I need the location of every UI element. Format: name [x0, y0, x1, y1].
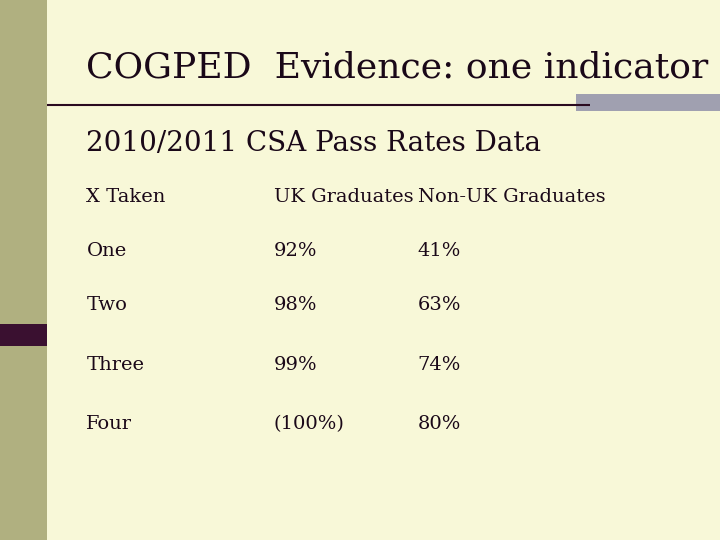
Bar — [0, 0, 47, 540]
Text: 99%: 99% — [274, 355, 318, 374]
Text: 98%: 98% — [274, 296, 317, 314]
Text: Non-UK Graduates: Non-UK Graduates — [418, 188, 606, 206]
Text: COGPED  Evidence: one indicator: COGPED Evidence: one indicator — [86, 51, 708, 84]
Bar — [576, 94, 720, 111]
Text: 80%: 80% — [418, 415, 461, 433]
Text: (100%): (100%) — [274, 415, 344, 433]
Text: 41%: 41% — [418, 242, 461, 260]
Text: UK Graduates: UK Graduates — [274, 188, 413, 206]
Bar — [0, 324, 47, 346]
Text: 2010/2011 CSA Pass Rates Data: 2010/2011 CSA Pass Rates Data — [86, 130, 541, 157]
Text: One: One — [86, 242, 127, 260]
Text: 74%: 74% — [418, 355, 461, 374]
Text: Two: Two — [86, 296, 127, 314]
Text: Three: Three — [86, 355, 145, 374]
Text: Four: Four — [86, 415, 132, 433]
Text: X Taken: X Taken — [86, 188, 166, 206]
Text: 92%: 92% — [274, 242, 317, 260]
Text: 63%: 63% — [418, 296, 461, 314]
